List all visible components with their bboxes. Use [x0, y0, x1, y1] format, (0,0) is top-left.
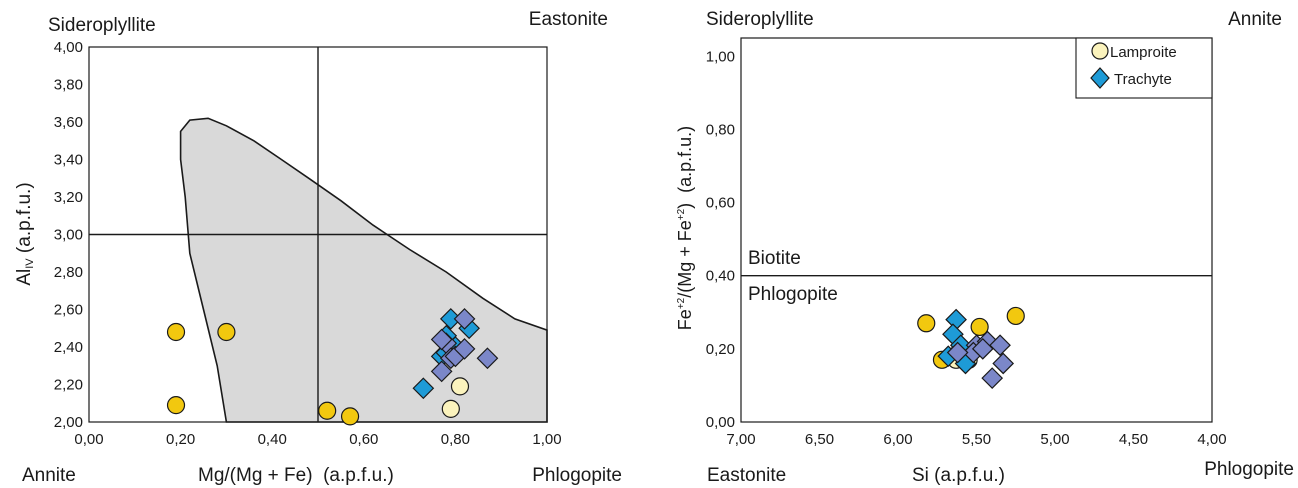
left-corner-label-top-right: Eastonite: [529, 9, 608, 30]
left-y-tick-label: 2,40: [54, 339, 83, 356]
right-y-tick-label: 0,80: [706, 121, 735, 138]
left-corner-label-bottom-right: Phlogopite: [532, 465, 622, 486]
left-y-axis-label-tail: (a.p.f.u.): [14, 182, 35, 258]
right-y-axis-label-sup1: +2: [676, 297, 687, 309]
left-x-tick-label: 0,00: [74, 431, 103, 448]
right-x-tick-label: 5,50: [962, 431, 991, 448]
left-chart-alIV-vs-mg-number: 2,00 2,20 2,40 2,60 2,80 3,00 3,20 3,40 3,60 3,80…: [14, 9, 622, 486]
left-x-tick-label: 0,20: [166, 431, 195, 448]
left-y-tick-label: 2,60: [54, 302, 83, 319]
right-corner-label-top-right: Annite: [1228, 9, 1282, 30]
right-legend: Lamproite Trachyte: [1075, 37, 1213, 99]
right-x-tick-labels: 7,00 6,50 6,00 5,50 5,00 4,50 4,00: [726, 431, 1226, 448]
left-trachyte-point: [430, 360, 453, 383]
left-x-tick-label: 0,60: [349, 431, 378, 448]
right-x-tick-label: 4,00: [1197, 431, 1226, 448]
left-y-axis-label: AlIV (a.p.f.u.): [14, 182, 36, 285]
left-x-tick-label: 0,40: [258, 431, 287, 448]
right-trachyte-point: [946, 341, 969, 364]
right-chart-fe-ratio-vs-si: 0,00 0,20 0,40 0,60 0,80 1,00 7,00 6,50 6,00 5,5…: [675, 9, 1294, 486]
left-corner-label-top-left: Sideroplyllite: [48, 15, 156, 36]
right-data-points: [917, 306, 1025, 389]
right-x-tick-label: 6,00: [883, 431, 912, 448]
left-data-points: [166, 308, 499, 426]
left-lamproite-point: [166, 396, 186, 415]
right-corner-label-top-left: Sideroplyllite: [706, 9, 814, 30]
left-lamproite-point: [450, 377, 470, 396]
left-lamproite-point: [441, 399, 460, 418]
right-y-tick-label: 0,60: [706, 195, 735, 212]
left-y-tick-label: 3,60: [54, 114, 83, 131]
legend-lamproite-marker: [1091, 42, 1109, 60]
left-y-tick-label: 3,00: [54, 227, 83, 244]
right-x-tick-label: 5,00: [1040, 431, 1069, 448]
right-trachyte-point: [989, 334, 1011, 357]
right-x-axis-label: Si (a.p.f.u.): [912, 465, 1005, 486]
left-x-axis-label: Mg/(Mg + Fe) (a.p.f.u.): [198, 465, 394, 486]
right-y-axis-label: Fe+2/(Mg + Fe+2) (a.p.f.u.): [675, 126, 695, 330]
legend-trachyte-marker: [1090, 67, 1110, 89]
left-y-tick-labels: 2,00 2,20 2,40 2,60 2,80 3,00 3,20 3,40 3,60 3,80…: [54, 39, 83, 431]
left-compositional-field: [179, 117, 548, 423]
left-y-axis-label-subscript: IV: [24, 258, 36, 269]
right-field-label-phlogopite: Phlogopite: [748, 284, 838, 305]
right-y-axis-label-mid: /(Mg + Fe: [675, 220, 695, 298]
left-x-tick-label: 0,80: [441, 431, 470, 448]
left-trachyte-point: [412, 377, 435, 400]
right-plot-frame: [740, 37, 1213, 423]
right-y-tick-label: 1,00: [706, 48, 735, 65]
right-y-axis-label-sup2: +2: [676, 208, 687, 220]
left-lamproite-point: [318, 401, 337, 420]
right-lamproite-point: [917, 314, 936, 333]
left-y-tick-label: 4,00: [54, 39, 83, 56]
left-lamproite-point: [217, 322, 236, 342]
right-y-tick-label: 0,40: [706, 268, 735, 285]
left-y-tick-label: 3,80: [54, 77, 83, 94]
left-trachyte-point: [476, 347, 499, 370]
right-field-label-biotite: Biotite: [748, 248, 801, 269]
right-corner-label-bottom-left: Eastonite: [707, 465, 786, 486]
left-trachyte-point: [453, 338, 476, 360]
left-lamproite-point: [166, 322, 186, 342]
right-y-tick-labels: 0,00 0,20 0,40 0,60 0,80 1,00: [706, 48, 735, 431]
left-y-tick-label: 2,80: [54, 264, 83, 281]
left-y-tick-label: 3,40: [54, 152, 83, 169]
left-plot-frame: [88, 46, 548, 423]
left-x-tick-label: 1,00: [532, 431, 561, 448]
left-y-tick-label: 2,20: [54, 377, 83, 394]
right-lamproite-point: [1006, 306, 1025, 326]
left-y-tick-label: 2,00: [54, 414, 83, 431]
left-trachyte-point: [430, 328, 453, 351]
left-corner-label-bottom-left: Annite: [22, 465, 76, 486]
right-y-axis-label-main: Fe: [675, 309, 695, 330]
right-x-tick-label: 4,50: [1119, 431, 1148, 448]
left-x-tick-labels: 0,00 0,20 0,40 0,60 0,80 1,00: [74, 431, 561, 448]
right-x-tick-label: 7,00: [726, 431, 755, 448]
left-trachyte-point: [453, 308, 476, 330]
right-y-axis-label-tail: ) (a.p.f.u.): [675, 126, 695, 209]
left-y-axis-label-main: Al: [14, 269, 35, 286]
right-y-tick-label: 0,00: [706, 414, 735, 431]
left-lamproite-point: [340, 407, 360, 426]
legend-trachyte-label: Trachyte: [1114, 71, 1172, 88]
right-x-tick-label: 6,50: [805, 431, 834, 448]
left-y-tick-label: 3,20: [54, 189, 83, 206]
right-trachyte-point: [992, 352, 1015, 375]
right-trachyte-point: [971, 338, 994, 360]
right-y-tick-label: 0,20: [706, 341, 735, 358]
right-trachyte-point: [981, 367, 1004, 389]
right-lamproite-point: [970, 317, 989, 337]
legend-lamproite-label: Lamproite: [1110, 44, 1177, 61]
right-corner-label-bottom-right: Phlogopite: [1204, 459, 1294, 480]
